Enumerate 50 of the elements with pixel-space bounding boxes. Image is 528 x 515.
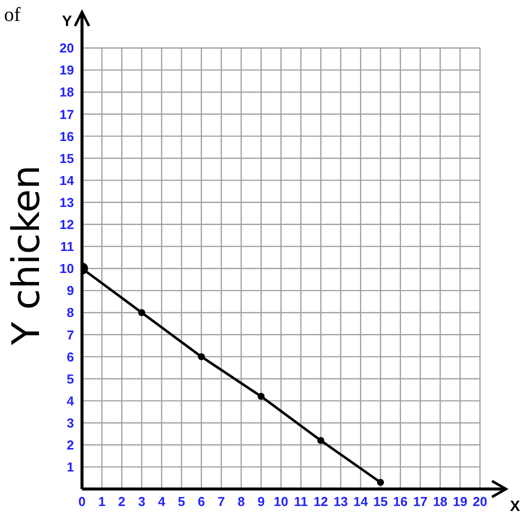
y-tick-label: 4 xyxy=(66,393,75,408)
x-tick-label: 14 xyxy=(353,494,369,510)
y-tick-label: 5 xyxy=(66,371,74,386)
point xyxy=(138,309,146,316)
x-axis-title: X xyxy=(510,498,520,515)
x-tick-label: 16 xyxy=(393,494,408,510)
text: of xyxy=(4,4,21,27)
x-tick-label: 10 xyxy=(274,494,288,510)
x-tick-label: 13 xyxy=(333,494,348,510)
x-tick-label: 20 xyxy=(472,494,488,510)
y-tick-label: 16 xyxy=(60,128,74,144)
y-tick-label: 12 xyxy=(60,217,74,232)
y-tick-label: 19 xyxy=(60,62,74,78)
x-tick-label: 8 xyxy=(238,494,245,510)
point xyxy=(317,436,324,444)
y-tick-label: 11 xyxy=(60,239,74,254)
x-tick-label: 17 xyxy=(413,494,428,510)
y-axis-title: Y xyxy=(62,13,72,30)
point xyxy=(258,392,265,400)
y-tick-label: 7 xyxy=(66,327,74,342)
x-tick-label: 11 xyxy=(294,494,308,510)
y-tick-label: 13 xyxy=(60,194,74,210)
x-tick-label: 18 xyxy=(432,494,448,510)
x-tick-label: 12 xyxy=(314,494,328,510)
point xyxy=(198,353,205,360)
y-tick-label: 6 xyxy=(66,349,74,364)
x-tick-label: 3 xyxy=(138,494,146,510)
x-tick-label: 6 xyxy=(198,494,206,510)
x-tick-label: 5 xyxy=(178,494,186,510)
y-tick-label: 1 xyxy=(66,460,74,475)
x-tick-label: 15 xyxy=(373,494,388,510)
x-tick-label: 2 xyxy=(118,494,126,510)
x-tick-label: 1 xyxy=(98,494,106,510)
x-tick-label: 0 xyxy=(78,494,86,510)
y-tick-label: 15 xyxy=(60,150,74,166)
x-tick-label: 19 xyxy=(452,494,468,510)
x-tick-label: 4 xyxy=(158,494,166,510)
y-tick-label: 9 xyxy=(66,283,74,298)
x-tick-label: 7 xyxy=(218,494,225,510)
y-tick-label: 3 xyxy=(66,415,74,430)
y-tick-label: 20 xyxy=(60,40,74,56)
y-tick-label: 10 xyxy=(60,261,74,276)
y-tick-label: 2 xyxy=(66,438,74,453)
y-tick-label: 18 xyxy=(60,84,74,100)
y-tick-label: 8 xyxy=(66,305,74,320)
point xyxy=(377,478,384,486)
text: Y chicken xyxy=(4,165,48,345)
x-tick-label: 9 xyxy=(257,494,265,510)
y-tick-label: 17 xyxy=(60,106,74,122)
y-tick-label: 14 xyxy=(60,172,75,188)
